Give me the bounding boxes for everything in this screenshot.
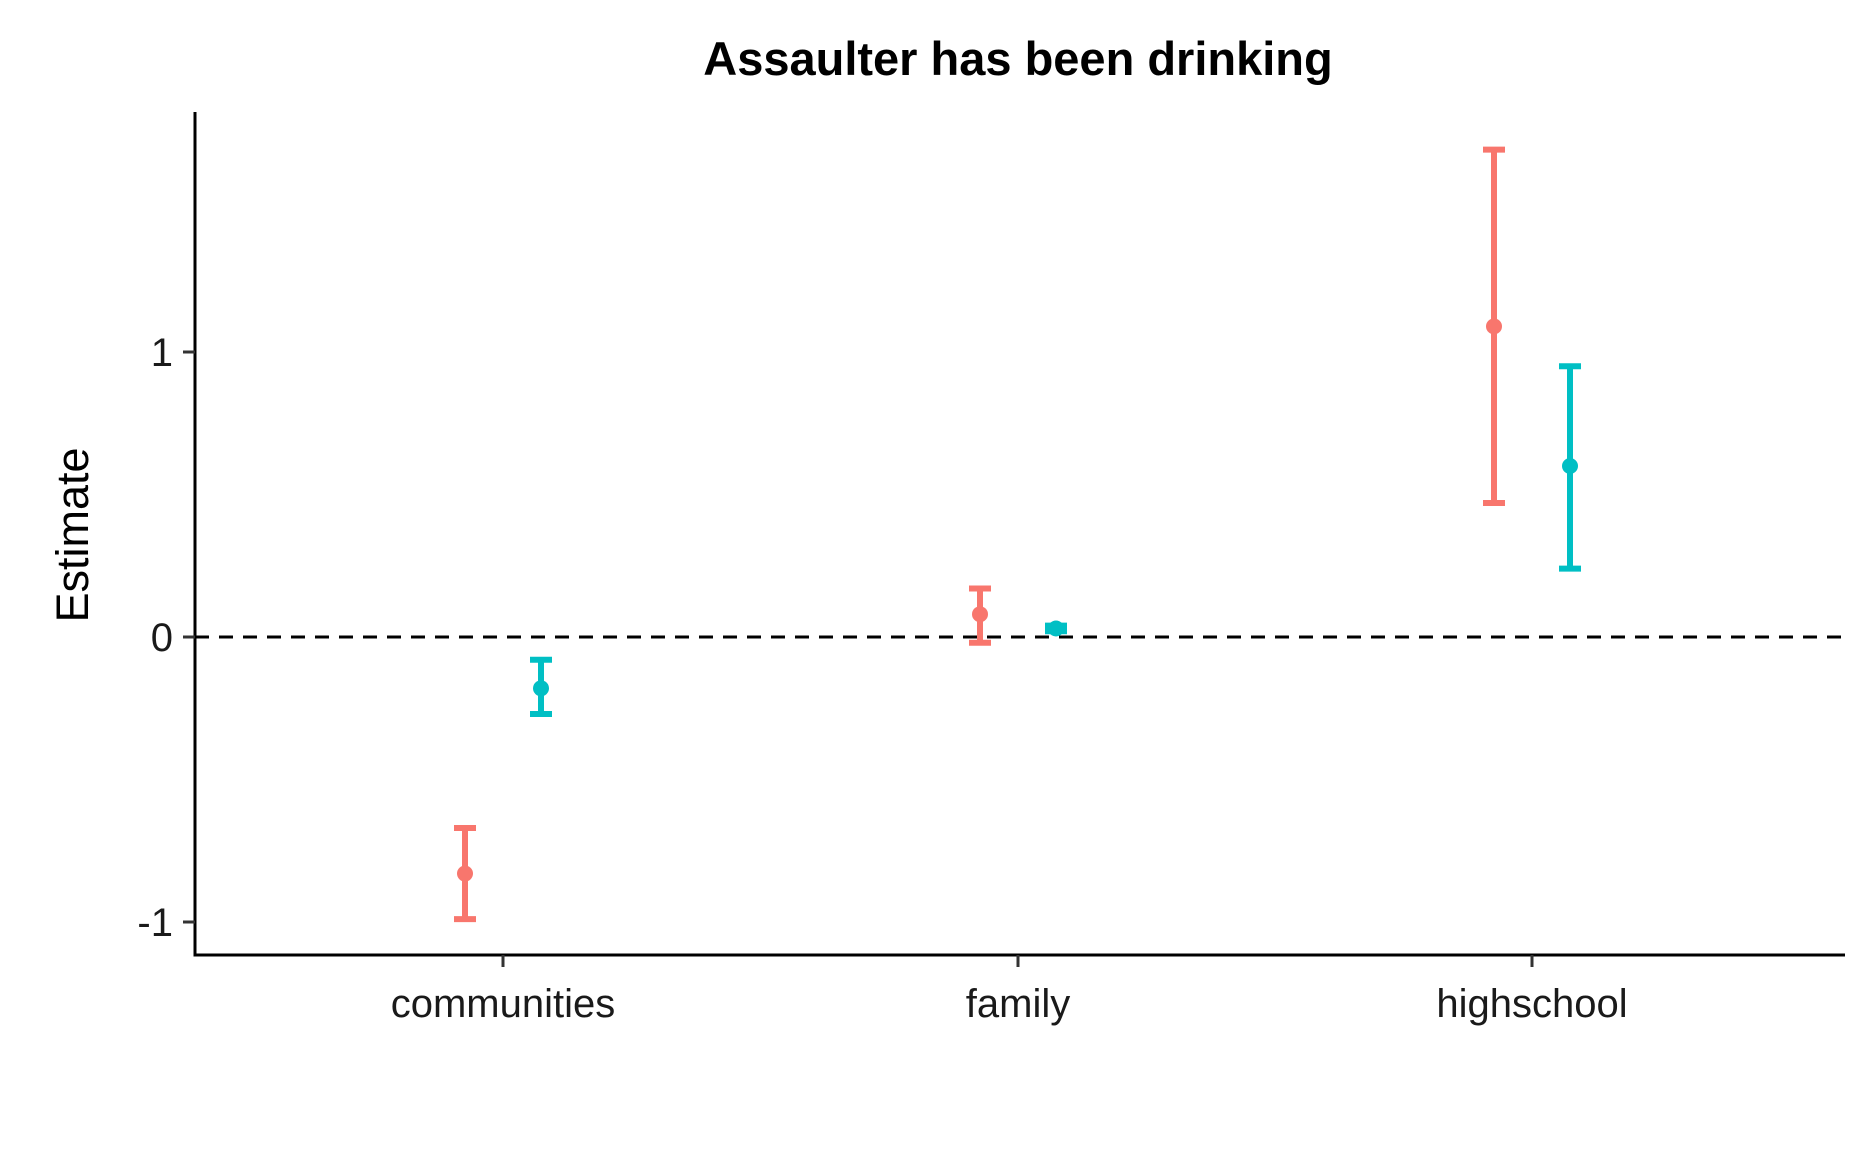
x-tick-label: highschool — [1436, 982, 1627, 1026]
estimate-point-communities-series-2 — [533, 680, 549, 697]
x-tick-label: communities — [391, 982, 616, 1026]
plot-area: -1 0 1 communities family highschool — [137, 112, 1845, 1026]
estimate-point-highschool-series-2 — [1562, 458, 1578, 474]
y-tick-label: 0 — [151, 616, 173, 660]
chart-title: Assaulter has been drinking — [703, 32, 1332, 85]
estimate-point-family-series-1 — [972, 606, 988, 623]
y-tick-label: 1 — [151, 331, 173, 375]
y-tick-label: -1 — [137, 901, 173, 945]
x-tick-label: family — [966, 982, 1070, 1026]
estimate-point-highschool-series-1 — [1486, 318, 1502, 335]
estimate-point-family-series-2 — [1048, 620, 1064, 637]
estimate-point-communities-series-1 — [457, 865, 473, 882]
y-axis-title: Estimate — [47, 447, 98, 622]
